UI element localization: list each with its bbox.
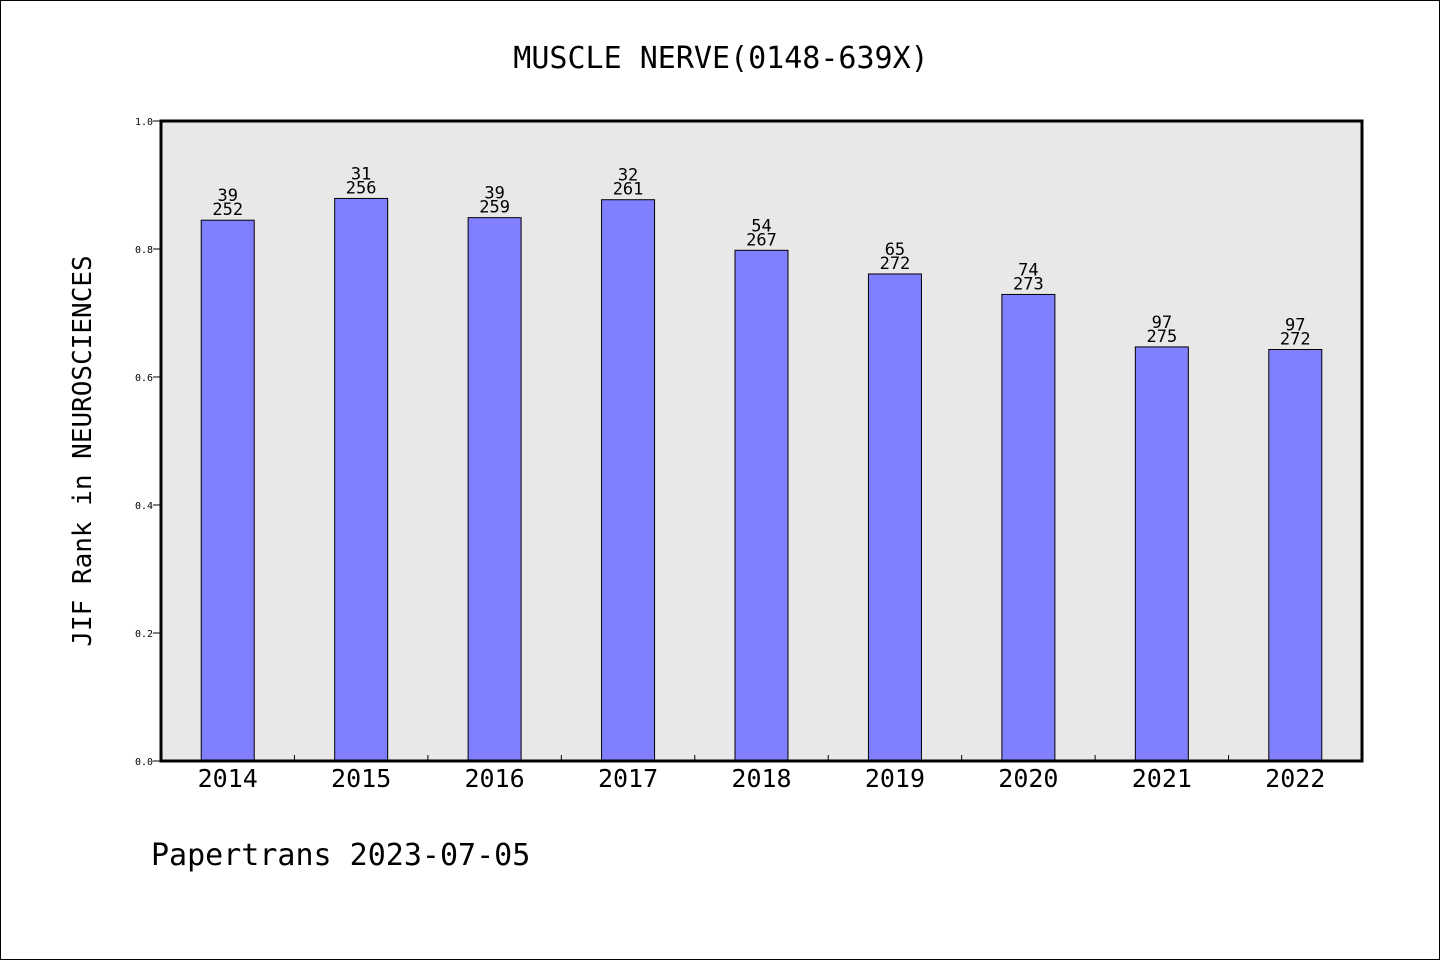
bar-2021 xyxy=(1134,346,1189,762)
bar-rank-label: 74 xyxy=(1018,260,1038,280)
bar-rank-label: 32 xyxy=(618,166,638,186)
x-tick-label: 2019 xyxy=(865,764,925,793)
y-tick-label: 0.6 xyxy=(135,373,153,384)
bar-total-label: 275 xyxy=(1146,327,1177,347)
x-tick-label: 2017 xyxy=(598,764,658,793)
bar-2016 xyxy=(467,217,522,762)
bar-total-label: 272 xyxy=(880,254,911,274)
y-tick-label: 0.2 xyxy=(135,629,153,640)
bar-2019 xyxy=(867,273,922,762)
plot-border xyxy=(159,119,1364,763)
bar-2018 xyxy=(734,249,789,762)
x-tick-label: 2016 xyxy=(465,764,525,793)
bar-rank-label: 97 xyxy=(1285,315,1305,335)
x-axis: 2014 2015 2016 2017 2018 2019 2020 2021 2022 xyxy=(198,755,1325,793)
footer-credit: Papertrans 2023-07-05 xyxy=(151,838,530,873)
bar-2017 xyxy=(601,199,656,762)
bar-total-label: 259 xyxy=(479,198,510,218)
x-tick-label: 2015 xyxy=(331,764,391,793)
bar-2020 xyxy=(1001,293,1056,762)
chart-title: MUSCLE NERVE(0148-639X) xyxy=(513,41,928,76)
bar-rank-label: 31 xyxy=(351,164,371,184)
x-tick-label: 2021 xyxy=(1132,764,1192,793)
bar-rank-label: 39 xyxy=(484,184,504,204)
bar-total-label: 273 xyxy=(1013,274,1044,294)
x-tick-label: 2022 xyxy=(1265,764,1325,793)
bar-total-label: 256 xyxy=(346,178,377,198)
bar-rank-label: 65 xyxy=(885,240,905,260)
bar-rank-label: 39 xyxy=(217,186,237,206)
bar-rank-label: 54 xyxy=(751,216,771,236)
y-tick-label: 0.0 xyxy=(135,757,153,768)
x-tick-label: 2014 xyxy=(198,764,258,793)
y-tick-label: 0.8 xyxy=(135,245,153,256)
bar-2022 xyxy=(1268,348,1323,762)
bar-total-label: 261 xyxy=(613,180,644,200)
x-tick-label: 2020 xyxy=(998,764,1058,793)
bar-total-label: 252 xyxy=(212,200,243,220)
bar-2014 xyxy=(200,219,255,762)
bar-rank-label: 97 xyxy=(1152,313,1172,333)
bar-total-label: 267 xyxy=(746,230,777,250)
y-axis-label: JIF Rank in NEUROSCIENCES xyxy=(68,255,98,646)
bar-series xyxy=(200,197,1323,762)
x-tick-label: 2018 xyxy=(731,764,791,793)
y-axis: 0.0 0.2 0.4 0.6 0.8 1.0 xyxy=(135,117,161,768)
y-tick-label: 0.4 xyxy=(135,501,153,512)
bar-2015 xyxy=(334,197,389,762)
bar-total-label: 272 xyxy=(1280,329,1311,349)
y-tick-label: 1.0 xyxy=(135,117,153,128)
